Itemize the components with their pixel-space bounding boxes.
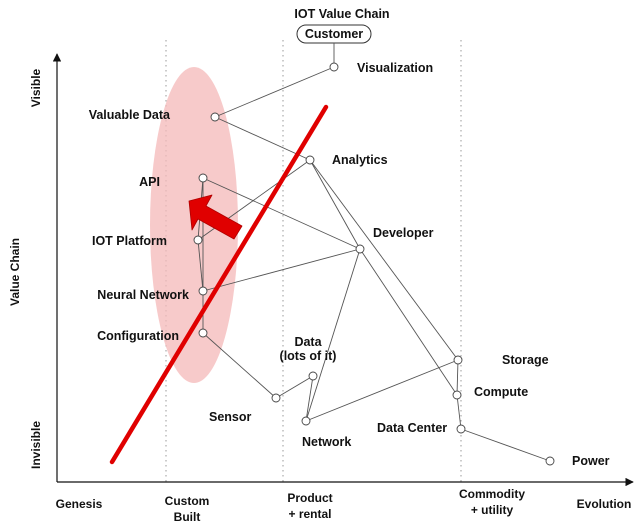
stage-label-genesis: Genesis [56,497,103,511]
node-analytics[interactable] [306,156,314,164]
label-api-line: API [139,175,160,189]
label-analytics-line: Analytics [332,153,388,167]
node-api[interactable] [199,174,207,182]
link-visualization-valuable_data [215,67,334,117]
stage-label-commodity-line: Commodity [459,487,525,501]
label-network: Network [302,435,351,449]
y-axis-label: Value Chain [8,238,22,306]
label-storage: Storage [502,353,549,367]
label-network-line: Network [302,435,351,449]
link-storage-compute [457,360,458,395]
label-data: Data (lots of it) [280,335,337,363]
label-neural-network: Neural Network [97,288,189,302]
node-compute[interactable] [453,391,461,399]
node-data[interactable] [309,372,317,380]
node-storage[interactable] [454,356,462,364]
label-compute-line: Compute [474,385,528,399]
stage-label-product-line: Product [287,491,332,505]
label-data-center-line: Data Center [377,421,447,435]
label-analytics: Analytics [332,153,388,167]
link-analytics-developer [310,160,360,249]
customer-anchor: Customer [305,27,363,41]
label-configuration-line: Configuration [97,329,179,343]
label-visualization-line: Visualization [357,61,433,75]
label-sensor-line: Sensor [209,410,252,424]
link-data-network [306,376,313,421]
label-sensor: Sensor [209,410,252,424]
node-network[interactable] [302,417,310,425]
component-nodes [194,63,554,465]
label-api: API [139,175,160,189]
label-valuable-data-line: Valuable Data [89,108,171,122]
label-valuable-data: Valuable Data [89,108,171,122]
stage-labels: Genesis Custom Built Product + rental Commodi… [56,487,632,524]
value-chain-map: Value Chain Visible Invisible Genesis Cus… [0,0,640,532]
node-data-center[interactable] [457,425,465,433]
stage-label-custom-line: Built [174,510,201,524]
label-storage-line: Storage [502,353,549,367]
label-data-line: Data [294,335,322,349]
link-data_center-power [461,429,550,461]
stage-label-commodity: Commodity + utility [459,487,525,517]
node-visualization[interactable] [330,63,338,71]
link-compute-data_center [457,395,461,429]
link-sensor-data [276,376,313,398]
label-data-line: (lots of it) [280,349,337,363]
node-iot-platform[interactable] [194,236,202,244]
link-developer-compute [360,249,457,395]
label-developer: Developer [373,226,434,240]
stage-label-custom: Custom Built [165,494,210,524]
stage-label-evolution-line: Evolution [577,497,632,511]
stage-label-commodity-line: + utility [471,503,514,517]
stage-label-genesis-line: Genesis [56,497,103,511]
label-neural-network-line: Neural Network [97,288,189,302]
label-iot-platform-line: IOT Platform [92,234,167,248]
link-network-storage [306,360,458,421]
stage-label-product-line: + rental [288,507,331,521]
node-neural-network[interactable] [199,287,207,295]
stage-label-custom-line: Custom [165,494,210,508]
label-configuration: Configuration [97,329,179,343]
node-power[interactable] [546,457,554,465]
label-power: Power [572,454,610,468]
stage-label-evolution: Evolution [577,497,632,511]
node-developer[interactable] [356,245,364,253]
node-sensor[interactable] [272,394,280,402]
link-analytics-storage [310,160,458,360]
label-compute: Compute [474,385,528,399]
stage-label-product: Product + rental [287,491,332,521]
node-valuable-data[interactable] [211,113,219,121]
y-axis-top-label: Visible [29,68,43,107]
label-iot-platform: IOT Platform [92,234,167,248]
label-data-center: Data Center [377,421,447,435]
label-visualization: Visualization [357,61,433,75]
label-developer-line: Developer [373,226,434,240]
y-axis-bottom-label: Invisible [29,421,43,469]
map-title: IOT Value Chain [294,7,389,21]
node-configuration[interactable] [199,329,207,337]
label-power-line: Power [572,454,610,468]
